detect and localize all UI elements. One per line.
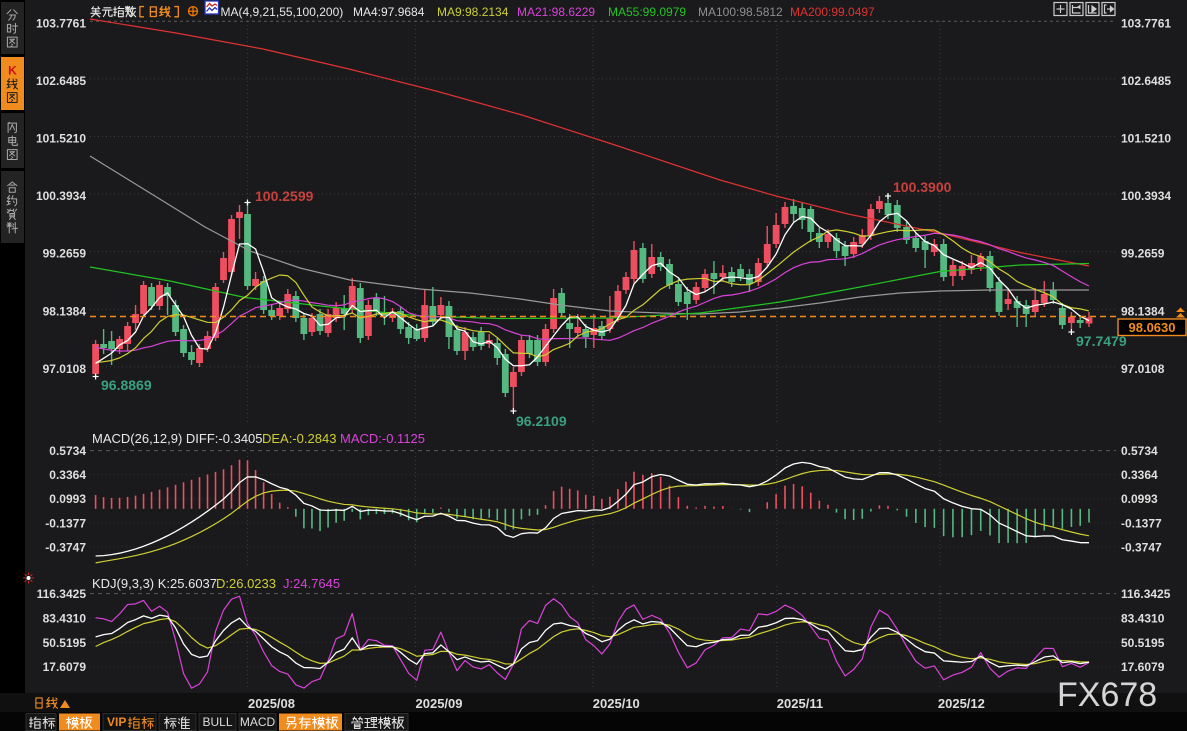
svg-text:0.3364: 0.3364 xyxy=(49,468,86,482)
svg-text:MA55:99.0979: MA55:99.0979 xyxy=(608,5,686,19)
svg-text:-0.3747: -0.3747 xyxy=(1121,540,1162,554)
svg-text:100.3900: 100.3900 xyxy=(893,179,952,195)
svg-text:0.0993: 0.0993 xyxy=(1121,492,1158,506)
svg-text:116.3425: 116.3425 xyxy=(1121,587,1171,601)
svg-text:98.0630: 98.0630 xyxy=(1129,320,1176,335)
svg-text:83.4310: 83.4310 xyxy=(1121,611,1165,625)
svg-text:VIP: VIP xyxy=(107,715,126,729)
svg-text:2025/10: 2025/10 xyxy=(593,696,640,711)
svg-text:96.2109: 96.2109 xyxy=(516,413,567,429)
svg-text:MA200:99.0497: MA200:99.0497 xyxy=(790,5,875,19)
svg-text:0.5734: 0.5734 xyxy=(1121,444,1158,458)
svg-text:98.1384: 98.1384 xyxy=(43,304,87,318)
svg-text:MA4:97.9684: MA4:97.9684 xyxy=(353,5,425,19)
svg-text:2025/12: 2025/12 xyxy=(938,696,985,711)
svg-text:99.2659: 99.2659 xyxy=(1121,247,1165,261)
svg-text:100.3934: 100.3934 xyxy=(36,189,86,203)
svg-text:-0.3747: -0.3747 xyxy=(45,540,86,554)
svg-text:101.5210: 101.5210 xyxy=(1121,132,1171,146)
svg-text:2025/11: 2025/11 xyxy=(777,696,823,711)
svg-text:J:24.7645: J:24.7645 xyxy=(283,576,340,591)
svg-text:MA21:98.6229: MA21:98.6229 xyxy=(517,5,595,19)
svg-text:103.7761: 103.7761 xyxy=(36,16,86,30)
svg-text:2025/08: 2025/08 xyxy=(248,696,295,711)
svg-text:83.4310: 83.4310 xyxy=(43,611,87,625)
svg-text:DEA:-0.2843: DEA:-0.2843 xyxy=(262,431,336,446)
svg-text:100.3934: 100.3934 xyxy=(1121,189,1171,203)
svg-text:0.5734: 0.5734 xyxy=(49,444,86,458)
svg-text:97.7479: 97.7479 xyxy=(1076,333,1127,349)
svg-text:103.7761: 103.7761 xyxy=(1121,16,1171,30)
svg-text:D:26.0233: D:26.0233 xyxy=(216,576,276,591)
svg-text:96.8869: 96.8869 xyxy=(101,377,152,393)
svg-text:BULL: BULL xyxy=(202,715,232,729)
svg-text:0.0993: 0.0993 xyxy=(49,492,86,506)
svg-text:97.0108: 97.0108 xyxy=(1121,362,1165,376)
svg-text:MA9:98.2134: MA9:98.2134 xyxy=(437,5,509,19)
svg-text:0.3364: 0.3364 xyxy=(1121,468,1158,482)
svg-text:2025/09: 2025/09 xyxy=(416,696,463,711)
svg-text:-0.1377: -0.1377 xyxy=(1121,516,1162,530)
svg-text:FX678: FX678 xyxy=(1057,676,1157,714)
svg-text:K: K xyxy=(8,63,17,77)
svg-text:MACD(26,12,9) DIFF:-0.3405: MACD(26,12,9) DIFF:-0.3405 xyxy=(92,431,263,446)
svg-text:MA(4,9,21,55,100,200): MA(4,9,21,55,100,200) xyxy=(221,5,344,19)
svg-text:99.2659: 99.2659 xyxy=(43,247,87,261)
svg-text:-0.1377: -0.1377 xyxy=(45,516,86,530)
svg-text:KDJ(9,3,3) K:25.6037: KDJ(9,3,3) K:25.6037 xyxy=(92,576,217,591)
svg-text:MACD:-0.1125: MACD:-0.1125 xyxy=(340,431,425,446)
svg-text:98.1384: 98.1384 xyxy=(1121,304,1165,318)
svg-text:MACD: MACD xyxy=(240,715,276,729)
svg-text:102.6485: 102.6485 xyxy=(36,74,86,88)
svg-text:17.6079: 17.6079 xyxy=(43,660,87,674)
svg-text:97.0108: 97.0108 xyxy=(43,362,87,376)
svg-text:101.5210: 101.5210 xyxy=(36,132,86,146)
svg-text:100.2599: 100.2599 xyxy=(255,188,314,204)
svg-text:MA100:98.5812: MA100:98.5812 xyxy=(698,5,783,19)
svg-text:50.5195: 50.5195 xyxy=(1121,636,1165,650)
svg-text:50.5195: 50.5195 xyxy=(43,636,87,650)
svg-text:116.3425: 116.3425 xyxy=(37,587,87,601)
svg-text:102.6485: 102.6485 xyxy=(1121,74,1171,88)
svg-text:17.6079: 17.6079 xyxy=(1121,660,1165,674)
